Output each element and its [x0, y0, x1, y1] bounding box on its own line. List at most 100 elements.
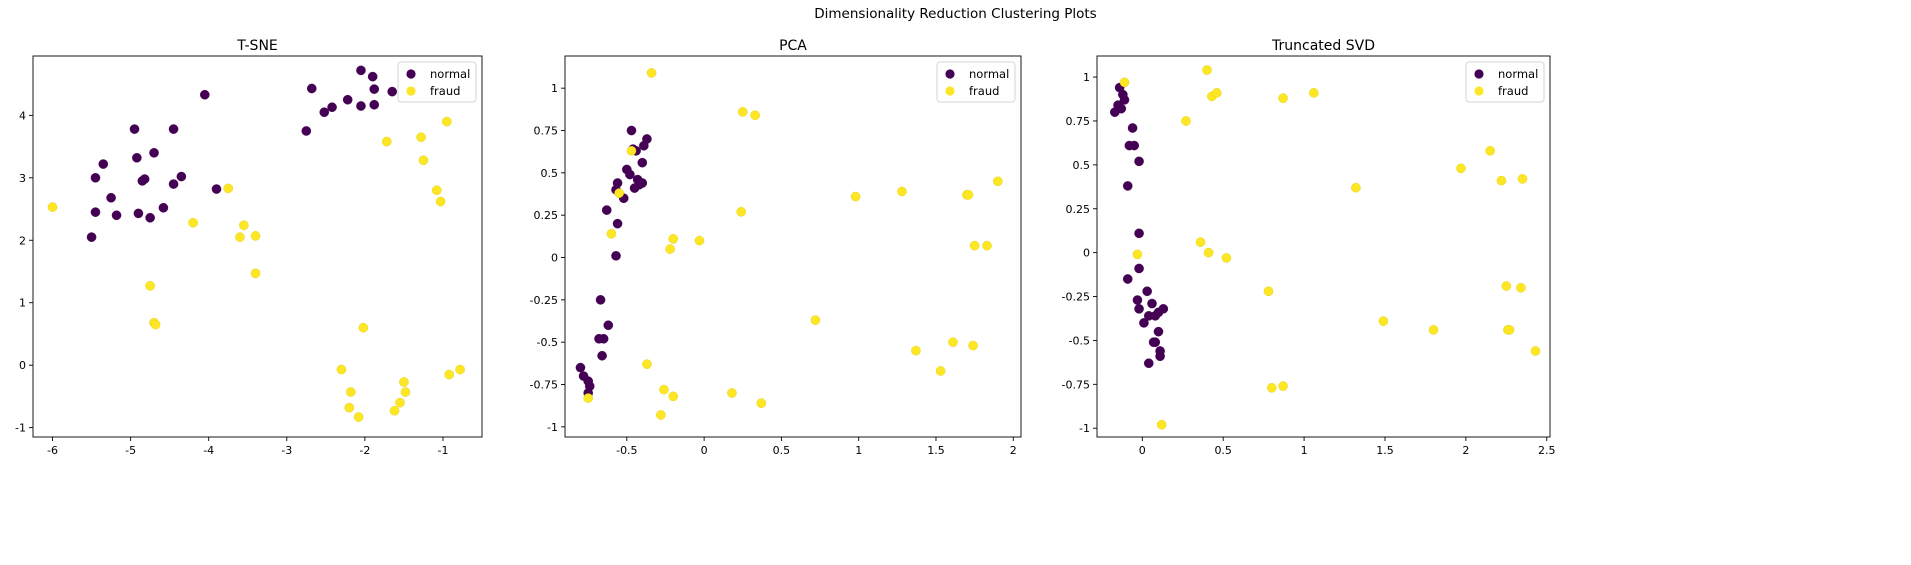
point-fraud	[1202, 65, 1212, 75]
subplot-1: PCA -0.5 0 0.5 1 1.5 2 -1 -0.75 -0.5 -0.25 0 0.25 0.5…	[530, 38, 1022, 457]
point-normal	[132, 153, 142, 163]
point-normal	[111, 210, 122, 221]
point-fraud	[1195, 237, 1206, 247]
point-fraud	[346, 387, 356, 397]
point-normal	[133, 208, 144, 219]
point-normal	[149, 148, 159, 158]
y-tick-label: 0.5	[1073, 159, 1091, 172]
legend-box	[936, 61, 1016, 103]
axes-frame	[564, 55, 1022, 438]
point-fraud	[1211, 88, 1222, 98]
point-normal	[90, 172, 101, 183]
point-normal	[575, 362, 586, 373]
point-fraud	[897, 186, 907, 197]
point-fraud	[982, 240, 992, 251]
y-tick-label: 0	[551, 252, 558, 265]
x-tick-label: -2	[359, 444, 370, 457]
point-fraud	[418, 155, 429, 166]
y-tick-label: 1	[19, 297, 26, 310]
point-fraud	[1181, 116, 1191, 126]
point-fraud	[1485, 146, 1495, 156]
legend-label-fraud: fraud	[1498, 84, 1528, 98]
point-fraud	[1119, 77, 1130, 88]
point-normal	[597, 350, 607, 361]
point-normal	[612, 178, 623, 188]
point-normal	[1139, 318, 1149, 328]
y-tick-label: -0.25	[530, 294, 558, 307]
x-tick-label: 0	[1139, 444, 1146, 457]
point-normal	[1143, 358, 1154, 369]
y-tick-label: -0.75	[1062, 378, 1090, 391]
point-normal	[86, 232, 97, 242]
point-fraud	[435, 196, 446, 207]
point-normal	[106, 192, 116, 203]
point-fraud	[948, 337, 958, 347]
point-fraud	[1266, 383, 1277, 393]
point-normal	[306, 83, 317, 94]
legend-marker-fraud	[1474, 86, 1484, 96]
point-fraud	[1278, 381, 1288, 391]
point-fraud	[358, 322, 369, 333]
point-normal	[145, 212, 155, 223]
point-fraud	[344, 402, 355, 413]
point-fraud	[250, 268, 261, 279]
point-fraud	[389, 405, 400, 416]
y-tick-label: 2	[19, 234, 26, 247]
point-normal	[637, 178, 648, 188]
legend-marker-normal	[945, 69, 955, 79]
point-normal	[1153, 326, 1164, 337]
point-normal	[626, 125, 637, 136]
point-fraud	[1156, 419, 1167, 430]
point-normal	[319, 107, 330, 118]
point-normal	[584, 381, 595, 392]
point-fraud	[145, 281, 155, 291]
point-fraud	[1278, 93, 1288, 103]
y-tick-label: 1	[1083, 71, 1090, 84]
point-normal	[1134, 263, 1144, 274]
point-fraud	[694, 235, 705, 246]
legend-label-normal: normal	[1498, 67, 1538, 81]
x-tick-label: 0.5	[1214, 444, 1232, 457]
x-tick-label: -5	[125, 444, 136, 457]
point-normal	[168, 124, 179, 134]
point-fraud	[416, 132, 426, 142]
point-normal	[1119, 95, 1130, 105]
point-fraud	[1308, 88, 1319, 98]
point-normal	[1155, 351, 1165, 362]
point-fraud	[336, 364, 347, 375]
point-fraud	[968, 340, 978, 351]
point-fraud	[188, 217, 198, 228]
legend-box	[1465, 61, 1545, 103]
point-fraud	[969, 240, 980, 251]
x-tick-label: 0	[701, 444, 708, 457]
point-normal	[1127, 123, 1138, 133]
point-fraud	[606, 228, 617, 239]
y-tick-label: 0	[19, 359, 26, 372]
legend: normal fraud	[1465, 61, 1545, 103]
point-fraud	[239, 220, 249, 231]
y-tick-label: 0.75	[1066, 115, 1091, 128]
axes-frame	[1096, 55, 1551, 438]
point-fraud	[668, 391, 679, 402]
point-normal	[387, 86, 398, 97]
y-tick-label: 0.75	[534, 125, 559, 138]
point-fraud	[737, 107, 748, 117]
point-fraud	[223, 183, 234, 194]
x-tick-label: 2	[1010, 444, 1017, 457]
x-tick-label: 2.5	[1538, 444, 1556, 457]
point-fraud	[1504, 325, 1515, 335]
subplot-title: PCA	[779, 38, 807, 54]
point-normal	[601, 205, 612, 215]
point-fraud	[1263, 286, 1274, 297]
x-tick-label: -4	[203, 444, 214, 457]
point-fraud	[1456, 163, 1466, 174]
legend-marker-normal	[406, 69, 416, 79]
point-normal	[1132, 295, 1143, 305]
x-tick-label: 1	[1301, 444, 1308, 457]
point-normal	[642, 134, 652, 144]
point-fraud	[1501, 281, 1512, 291]
point-normal	[595, 295, 606, 305]
point-normal	[90, 207, 101, 217]
point-fraud	[1428, 325, 1439, 335]
